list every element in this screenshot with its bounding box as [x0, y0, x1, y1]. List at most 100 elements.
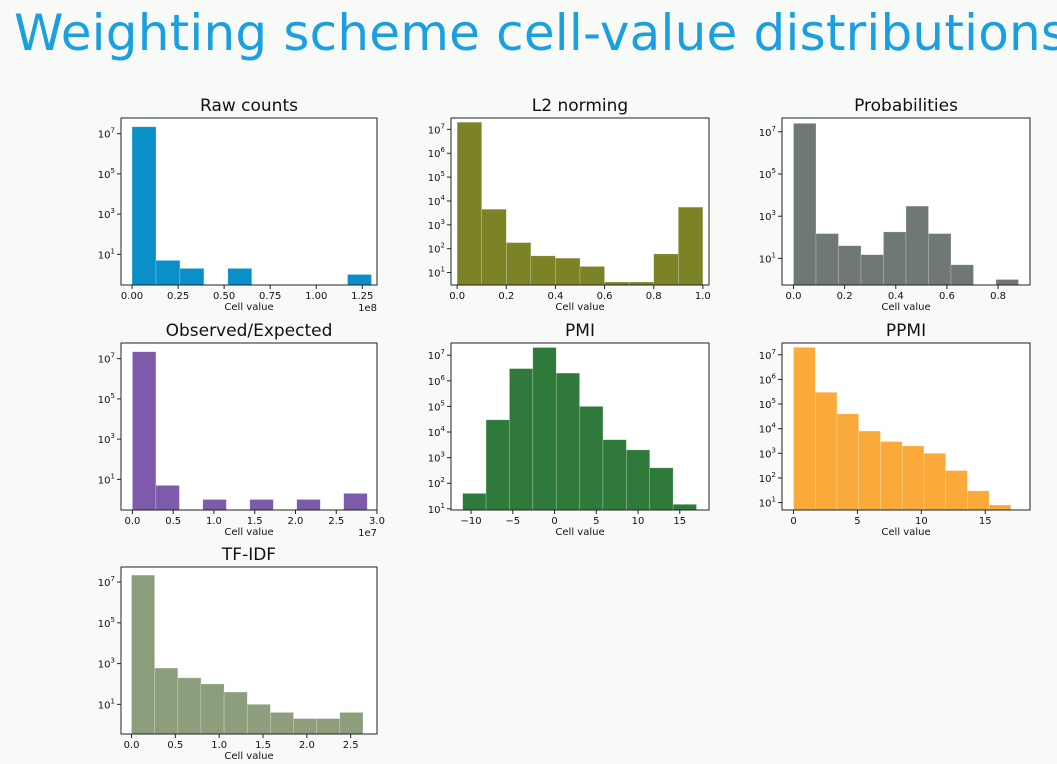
x-tick-label: 0.6	[939, 291, 955, 302]
x-tick-label: 0.2	[498, 291, 514, 302]
histogram-bar	[316, 718, 341, 735]
x-tick-label: 1.00	[305, 291, 327, 302]
x-tick-label: 1.25	[351, 291, 373, 302]
y-tick-label: 107	[759, 125, 776, 139]
x-tick-label: 0.0	[124, 740, 140, 751]
slide-title: Weighting scheme cell-value distribution…	[14, 4, 1057, 62]
x-tick-label: 0.6	[597, 291, 613, 302]
y-tick-label: 104	[759, 422, 777, 436]
y-tick-label: 101	[759, 251, 776, 265]
x-tick-label: 0.75	[259, 291, 281, 302]
histogram-bar	[179, 268, 205, 286]
histogram-bar	[154, 667, 179, 735]
plot-frame	[120, 566, 378, 735]
y-tick-label: 107	[98, 575, 115, 589]
histogram-bar	[509, 368, 534, 511]
x-tick-label: 0.8	[990, 291, 1006, 302]
histogram-bar	[155, 260, 181, 286]
histogram-bar	[793, 347, 816, 511]
y-tick-label: 102	[428, 242, 445, 256]
y-tick-label: 106	[428, 146, 446, 160]
y-tick-label: 102	[428, 476, 445, 490]
x-tick-label: 1.0	[695, 291, 711, 302]
y-tick-label: 101	[428, 266, 445, 280]
y-tick-label: 101	[759, 496, 776, 510]
y-tick-label: 107	[759, 348, 776, 362]
x-axis-label: Cell value	[224, 527, 273, 538]
x-offset-label: 1e8	[358, 303, 377, 314]
y-tick-label: 105	[759, 397, 776, 411]
histogram-bar	[132, 351, 157, 511]
histogram-bar	[505, 242, 532, 286]
histogram-bar	[131, 574, 155, 735]
x-tick-label: 0.4	[547, 291, 563, 302]
x-tick-label: 0	[790, 516, 796, 527]
x-tick-label: 15	[979, 516, 992, 527]
chart-title: Raw counts	[200, 96, 298, 116]
x-axis-label: Cell value	[224, 751, 273, 762]
histogram-bar	[995, 279, 1019, 286]
x-tick-label: 0.00	[121, 291, 143, 302]
histogram-bar	[836, 413, 860, 511]
histogram-bar	[880, 441, 903, 511]
y-tick-label: 105	[98, 616, 115, 630]
y-tick-label: 102	[759, 471, 776, 485]
histogram-bar	[649, 467, 674, 511]
histogram-bar	[530, 255, 556, 286]
plot-frame	[781, 117, 1031, 286]
x-tick-label: 0.4	[888, 291, 904, 302]
x-tick-label: 0.0	[124, 516, 140, 527]
y-tick-label: 106	[759, 372, 777, 386]
x-tick-label: 1.5	[247, 516, 263, 527]
y-tick-label: 103	[428, 218, 445, 232]
y-tick-label: 103	[98, 432, 115, 446]
x-tick-label: 1.5	[255, 740, 271, 751]
y-tick-label: 101	[98, 697, 115, 711]
x-tick-label: 0.5	[165, 516, 181, 527]
y-tick-label: 101	[428, 502, 445, 516]
chart-title: Observed/Expected	[166, 321, 333, 341]
y-tick-label: 103	[428, 451, 445, 465]
histogram-bar	[343, 493, 368, 511]
histogram-bar	[967, 490, 990, 511]
x-tick-label: 0.25	[167, 291, 189, 302]
x-tick-label: 10	[632, 516, 645, 527]
histogram-bar	[814, 391, 838, 511]
y-tick-label: 103	[759, 209, 776, 223]
x-tick-label: 0.2	[837, 291, 853, 302]
plot-frame	[781, 342, 1031, 511]
histogram-bar	[579, 266, 605, 286]
y-tick-label: 107	[98, 127, 115, 141]
histogram-bar	[793, 123, 817, 286]
chart-title: L2 norming	[532, 96, 628, 116]
histogram-bar	[626, 449, 651, 511]
y-tick-label: 101	[98, 472, 115, 486]
histogram-bar	[858, 430, 881, 511]
histogram-bar	[200, 683, 225, 735]
histogram-bar	[155, 485, 180, 511]
histogram-bar	[246, 704, 271, 735]
y-tick-label: 105	[98, 392, 115, 406]
histogram-bar	[532, 347, 557, 511]
x-tick-label: 3.0	[369, 516, 385, 527]
histogram-bar	[928, 233, 952, 286]
x-axis-label: Cell value	[881, 302, 930, 313]
histogram-bar	[988, 504, 1012, 511]
histogram-bar	[555, 372, 580, 511]
y-tick-label: 103	[759, 446, 776, 460]
histogram-bar	[677, 206, 704, 286]
y-tick-label: 107	[428, 122, 445, 136]
chart-panel-6: PPMI 0 5 10 15 101 102 103 104 105 106 107 Cell valu…	[759, 321, 1031, 538]
y-tick-label: 107	[98, 352, 115, 366]
chart-panel-3: Probabilities 0.0 0.2 0.4 0.6 0.8 101 103 105 107…	[759, 96, 1031, 313]
y-tick-label: 107	[428, 348, 445, 362]
histogram-bar	[177, 677, 202, 735]
histogram-bar	[905, 205, 929, 286]
histogram-bar	[227, 268, 253, 286]
chart-title: PPMI	[886, 321, 926, 341]
x-tick-label: 5	[593, 516, 599, 527]
plot-frame	[450, 342, 710, 511]
x-axis-label: Cell value	[224, 302, 273, 313]
x-tick-label: 0	[551, 516, 557, 527]
chart-panel-2: L2 norming 0.0 0.2 0.4 0.6 0.8 1.0 101 102 103 104…	[428, 96, 711, 313]
